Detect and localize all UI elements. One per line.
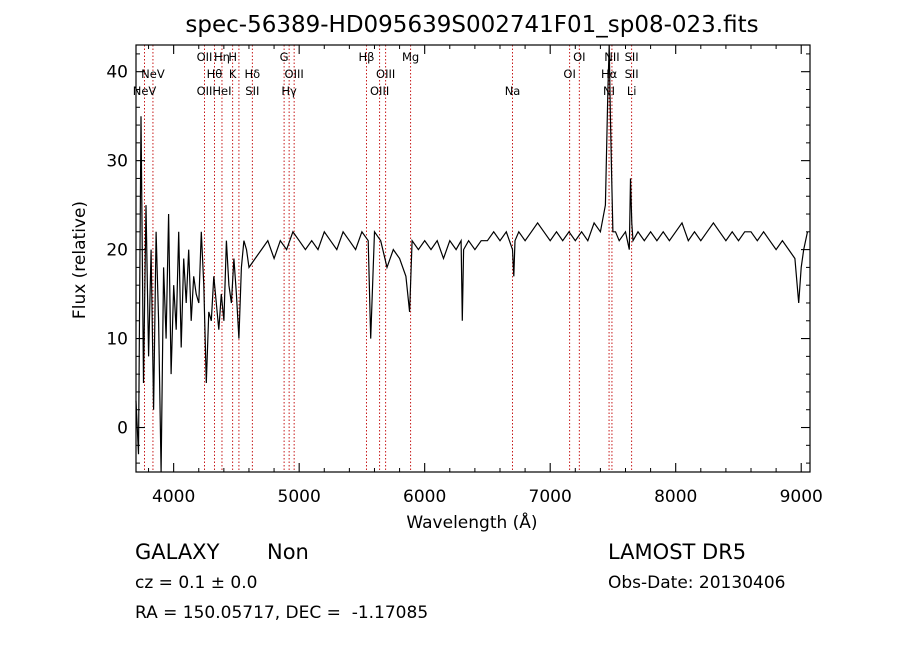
chart-title: spec-56389-HD095639S002741F01_sp08-023.f…	[185, 12, 758, 38]
emission-line-label: H	[228, 50, 237, 64]
y-tick-label: 10	[106, 330, 128, 350]
observation-date: Obs-Date: 20130406	[608, 573, 786, 593]
emission-line-label: OI	[573, 50, 585, 64]
emission-line-label: NII	[604, 50, 619, 64]
axis-ticks: 4000 5000 6000 7000 8000 9000 0 10 20 30 40	[106, 45, 823, 507]
emission-line-label: OII	[197, 50, 213, 64]
x-axis-label: Wavelength (Å)	[406, 511, 537, 533]
emission-line-label: OI	[563, 67, 575, 81]
y-tick-label: 0	[117, 419, 128, 439]
y-tick-label: 20	[106, 241, 128, 261]
emission-line-label: K	[229, 67, 237, 81]
y-axis-label: Flux (relative)	[70, 201, 90, 319]
emission-line-label: OII	[197, 84, 213, 98]
emission-line-label: OIII	[376, 67, 395, 81]
emission-line-label: G	[280, 50, 289, 64]
survey-name: LAMOST DR5	[608, 540, 747, 564]
object-class: GALAXY	[135, 540, 220, 564]
x-tick-label: 9000	[780, 487, 823, 507]
x-tick-label: 7000	[529, 487, 572, 507]
emission-line-label: Hη	[214, 50, 230, 64]
y-tick-label: 30	[106, 152, 128, 172]
emission-line-label: Hθ	[207, 67, 223, 81]
x-tick-label: 5000	[278, 487, 321, 507]
emission-line-label: Hγ	[281, 84, 297, 98]
emission-line-label: Hβ	[358, 50, 374, 64]
emission-line-label: Hα	[601, 67, 618, 81]
object-subclass: Non	[267, 540, 309, 564]
y-tick-label: 40	[106, 63, 128, 83]
emission-line-label: Mg	[402, 50, 419, 64]
emission-line-label: HeI	[212, 84, 231, 98]
emission-line-label: OIII	[370, 84, 389, 98]
x-tick-label: 6000	[403, 487, 446, 507]
emission-line-label: Li	[627, 84, 637, 98]
emission-line-label: Hδ	[245, 67, 261, 81]
emission-line-label: OIII	[285, 67, 304, 81]
emission-line-label: SII	[625, 67, 639, 81]
emission-line-label: NeV	[133, 84, 157, 98]
emission-line-markers	[144, 45, 633, 472]
emission-line-label: NI	[603, 84, 615, 98]
coordinates-text: RA = 150.05717, DEC = -1.17085	[135, 603, 429, 623]
x-tick-label: 4000	[152, 487, 195, 507]
redshift-text: cz = 0.1 ± 0.0	[135, 573, 258, 593]
emission-line-label: NeV	[141, 67, 165, 81]
plot-frame	[135, 44, 811, 473]
emission-line-label: SII	[625, 50, 639, 64]
emission-line-label: Na	[505, 84, 521, 98]
spectrum-series-line	[135, 44, 809, 473]
x-tick-label: 8000	[654, 487, 697, 507]
emission-line-label: SII	[245, 84, 259, 98]
